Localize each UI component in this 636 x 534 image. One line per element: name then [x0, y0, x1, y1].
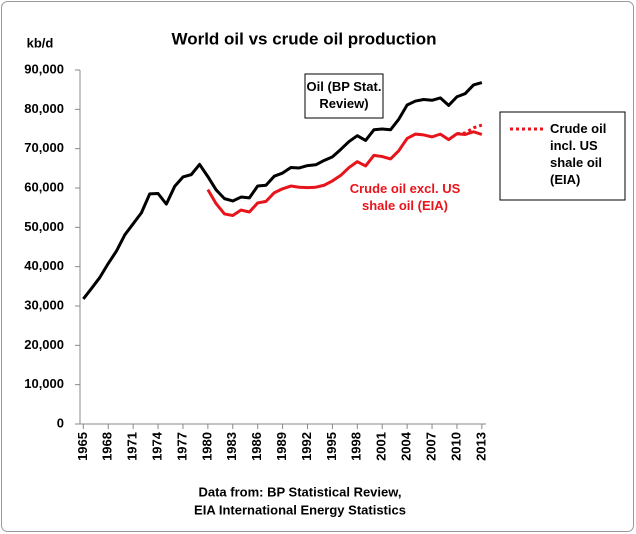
x-tick-label: 1968: [100, 432, 115, 461]
series-line: [456, 123, 483, 136]
series-label: Crude oil excl. US shale oil (EIA): [349, 181, 461, 213]
legend-label: Crude oil incl. US shale oil (EIA): [550, 121, 607, 187]
y-tick-label: 10,000: [24, 376, 64, 391]
y-tick-label: 20,000: [24, 337, 64, 352]
caption: EIA International Energy Statistics: [194, 502, 406, 517]
y-tick-label: 70,000: [24, 140, 64, 155]
y-tick-label: 50,000: [24, 219, 64, 234]
x-tick-label: 2010: [448, 432, 463, 461]
y-tick-label: 0: [57, 415, 64, 430]
annotation-box: [304, 73, 384, 119]
x-tick-label: 1992: [299, 432, 314, 461]
y-tick-label: 80,000: [24, 101, 64, 116]
x-tick-label: 1971: [125, 432, 140, 461]
x-tick-label: 1965: [75, 432, 90, 461]
caption: Data from: BP Statistical Review,: [198, 484, 401, 499]
x-tick-label: 1983: [224, 432, 239, 461]
x-tick-label: 2004: [399, 431, 414, 461]
y-tick-label: 90,000: [24, 61, 64, 76]
x-tick-label: 1995: [324, 432, 339, 461]
x-tick-label: 1998: [349, 432, 364, 461]
legend-box: [499, 111, 626, 201]
x-tick-label: 1980: [199, 432, 214, 461]
y-tick-label: 60,000: [24, 179, 64, 194]
chart-title: World oil vs crude oil production: [171, 29, 436, 48]
x-tick-label: 1986: [249, 432, 264, 461]
y-tick-label: 40,000: [24, 258, 64, 273]
y-axis-label: kb/d: [27, 35, 54, 50]
series-line: [206, 130, 483, 218]
y-tick-label: 30,000: [24, 297, 64, 312]
x-tick-label: 2013: [473, 432, 488, 461]
series-line: [82, 81, 483, 300]
x-tick-label: 1989: [274, 432, 289, 461]
x-tick-label: 1977: [174, 432, 189, 461]
series-label: Oil (BP Stat. Review): [306, 79, 382, 111]
x-tick-label: 1974: [149, 431, 164, 461]
x-tick-label: 2001: [374, 432, 389, 461]
x-tick-label: 2007: [423, 432, 438, 461]
